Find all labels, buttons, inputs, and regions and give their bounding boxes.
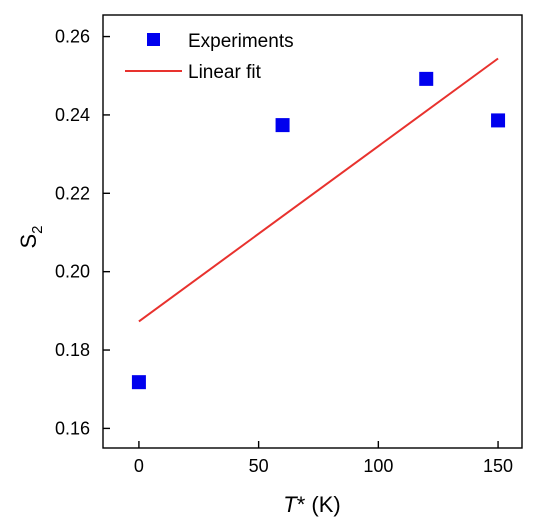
plot-border (102, 14, 523, 449)
y-tick-label: 0.20 (55, 262, 90, 282)
experiment-data-point (131, 375, 146, 390)
legend: Experiments Linear fit (125, 31, 294, 83)
y-tick-label: 0.24 (55, 105, 90, 125)
x-axis-ticks: 0 50 100 150 (134, 441, 513, 476)
legend-experiments-label: Experiments (188, 31, 294, 52)
experiment-data-point (419, 71, 434, 86)
series-layer (131, 57, 506, 390)
y-axis-ticks: 0.16 0.18 0.20 0.22 0.24 0.26 (55, 27, 110, 438)
y-axis-title-base: S (16, 234, 41, 249)
experiment-data-point (275, 118, 290, 133)
experiment-data-point (491, 113, 506, 128)
y-axis-title-subscript: 2 (29, 225, 46, 233)
x-axis-title-italic: T (283, 492, 298, 517)
x-tick-label: 0 (134, 456, 144, 476)
linear-fit-line (138, 57, 499, 323)
y-tick-label: 0.22 (55, 183, 90, 203)
plot-frame (102, 14, 523, 449)
y-tick-label: 0.26 (55, 27, 90, 47)
x-tick-label: 50 (249, 456, 269, 476)
y-tick-label: 0.18 (55, 340, 90, 360)
x-tick-label: 150 (483, 456, 513, 476)
legend-linear-fit-label: Linear fit (188, 62, 262, 83)
y-tick-label: 0.16 (55, 418, 90, 438)
legend-experiments-marker (147, 33, 160, 46)
x-axis-title: T* (K) (283, 492, 340, 517)
x-axis-title-rest: * (K) (297, 492, 341, 517)
y-axis-title: S2 (16, 225, 46, 248)
x-tick-label: 100 (363, 456, 393, 476)
